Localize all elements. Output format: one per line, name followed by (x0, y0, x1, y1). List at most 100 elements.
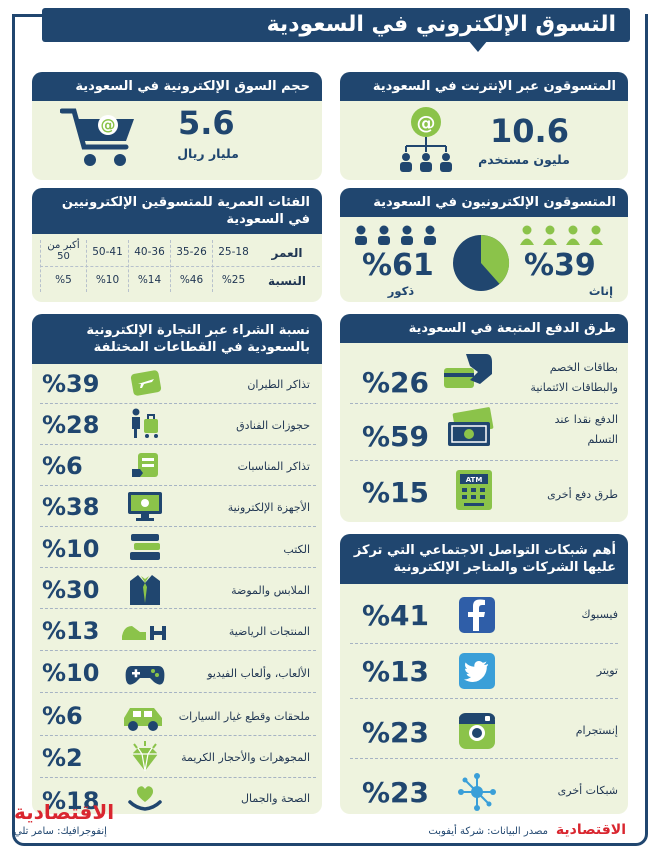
svg-text:@: @ (101, 116, 116, 134)
social-value: %41 (362, 599, 430, 632)
internet-users-unit: مليون مستخدم (478, 152, 570, 167)
age-group-pct: %5 (55, 274, 72, 286)
social-label: شبكات أخرى (557, 784, 618, 797)
sector-value: %30 (42, 576, 100, 604)
divider (40, 650, 316, 651)
social-label: تويتر (596, 664, 618, 677)
sector-value: %10 (42, 535, 100, 563)
infographic-credit: إنفوجرافيك: سامر تلي (14, 826, 107, 837)
sector-label: تذاكر الطيران (247, 378, 310, 391)
female-users-icon (518, 224, 610, 250)
payment-label: بطاقات الخصم والبطاقات الائتمانية (530, 361, 618, 394)
female-share-value: %39 (524, 248, 596, 283)
divider (40, 567, 316, 568)
data-source: مصدر البيانات: شركة أيفوبت (428, 826, 548, 837)
books-icon (128, 532, 162, 566)
event-ticket-icon (130, 451, 162, 483)
divider (40, 692, 316, 693)
age-group-pct: %46 (179, 274, 204, 286)
social-heading: أهم شبكات التواصل الاجتماعي التي تركز عل… (340, 534, 628, 584)
female-share-label: إناث (588, 284, 614, 298)
age-row-labels: العمر النسبة (254, 240, 320, 292)
age-row-label: العمر (271, 246, 303, 260)
divider (350, 758, 618, 759)
logo-left: الاقتصادية (14, 800, 115, 824)
divider (40, 403, 316, 404)
divider (350, 643, 618, 644)
divider (40, 735, 316, 736)
hotel-luggage-icon (128, 407, 162, 443)
social-card: أهم شبكات التواصل الاجتماعي التي تركز عل… (340, 534, 628, 814)
sector-value: %6 (42, 702, 83, 730)
age-group-range: 35-26 (176, 246, 207, 258)
payment-value: %59 (362, 420, 430, 453)
market-size-heading: حجم السوق الإلكترونية في السعودية (32, 72, 322, 101)
computer-icon (126, 490, 164, 526)
male-users-icon (352, 224, 444, 250)
shopping-cart-icon: @ (59, 105, 140, 175)
age-group-pct: %10 (95, 274, 120, 286)
internet-users-card: المتسوقون عبر الإنترنت في السعودية (340, 72, 628, 180)
sector-label: المجوهرات والأحجار الكريمة (181, 751, 310, 764)
divider (40, 777, 316, 778)
gamepad-icon (124, 662, 166, 692)
sector-label: المنتجات الرياضية (228, 625, 310, 638)
age-groups-table: العمر النسبة 25-18 %25 35-26 %46 40-36 %… (40, 240, 320, 292)
sector-label: تذاكر المناسبات (237, 460, 310, 473)
payment-heading: طرق الدفع المتبعة في السعودية (340, 314, 628, 343)
suit-icon (128, 573, 162, 611)
divider (40, 485, 316, 486)
age-group-range: 25-18 (218, 246, 249, 258)
pct-row-label: النسبة (268, 274, 306, 288)
sector-label: الأجهزة الإلكترونية (227, 501, 310, 514)
social-label: إنستجرام (575, 724, 618, 737)
payment-value: %26 (362, 366, 430, 399)
sector-label: الصحة والجمال (241, 792, 310, 805)
health-heart-icon (128, 782, 162, 816)
payment-value: %15 (362, 476, 430, 509)
sector-value: %28 (42, 411, 100, 439)
sports-icon (120, 618, 168, 648)
age-groups-heading: الفئات العمرية للمتسوقين الإلكترونيين في… (32, 188, 322, 234)
sector-value: %39 (42, 370, 100, 398)
atm-icon: ATM (454, 468, 494, 516)
sector-value: %2 (42, 744, 83, 772)
sector-label: الألعاب، وألعاب الفيديو (207, 667, 310, 680)
sector-value: %38 (42, 493, 100, 521)
market-size-value: 5.6 (178, 104, 235, 142)
market-size-unit: مليار ريال (177, 146, 239, 161)
users-network-icon: @ (396, 104, 456, 178)
sector-value: %18 (42, 787, 100, 815)
instagram-icon (458, 712, 496, 754)
gender-pie-icon (450, 232, 512, 298)
internet-users-heading: المتسوقون عبر الإنترنت في السعودية (340, 72, 628, 101)
social-label: فيسبوك (581, 608, 618, 621)
age-group-cell: أكبر من 50 %5 (40, 240, 86, 292)
svg-text:ATM: ATM (466, 476, 483, 484)
age-group-cell: 35-26 %46 (170, 240, 212, 292)
age-group-range: 50-41 (92, 246, 123, 258)
sector-label: حجوزات الفنادق (236, 419, 310, 432)
age-group-cell: 50-41 %10 (86, 240, 128, 292)
payment-label: طرق دفع أخرى (547, 488, 618, 501)
logo-right: الاقتصادية (555, 822, 626, 838)
divider (350, 403, 618, 404)
divider (350, 698, 618, 699)
age-group-cell: 25-18 %25 (212, 240, 254, 292)
age-group-range: 40-36 (134, 246, 165, 258)
cash-icon (444, 406, 496, 456)
page-title: التسوق الإلكتروني في السعودية (42, 8, 630, 42)
age-group-pct: %14 (137, 274, 162, 286)
sectors-card: نسبة الشراء عبر التجارة الإلكترونية بالس… (32, 314, 322, 814)
male-share-label: ذكور (387, 284, 415, 298)
gender-heading: المتسوقون الإلكترونيون في السعودية (340, 188, 628, 217)
age-group-range: أكبر من 50 (47, 240, 80, 262)
social-value: %23 (362, 716, 430, 749)
age-group-cell: 40-36 %14 (128, 240, 170, 292)
diamond-icon (126, 740, 164, 778)
sector-label: ملحقات وقطع غيار السيارات (178, 710, 310, 723)
twitter-icon (458, 652, 496, 694)
svg-text:@: @ (417, 112, 436, 134)
sector-value: %13 (42, 617, 100, 645)
age-groups-card: الفئات العمرية للمتسوقين الإلكترونيين في… (32, 188, 322, 302)
